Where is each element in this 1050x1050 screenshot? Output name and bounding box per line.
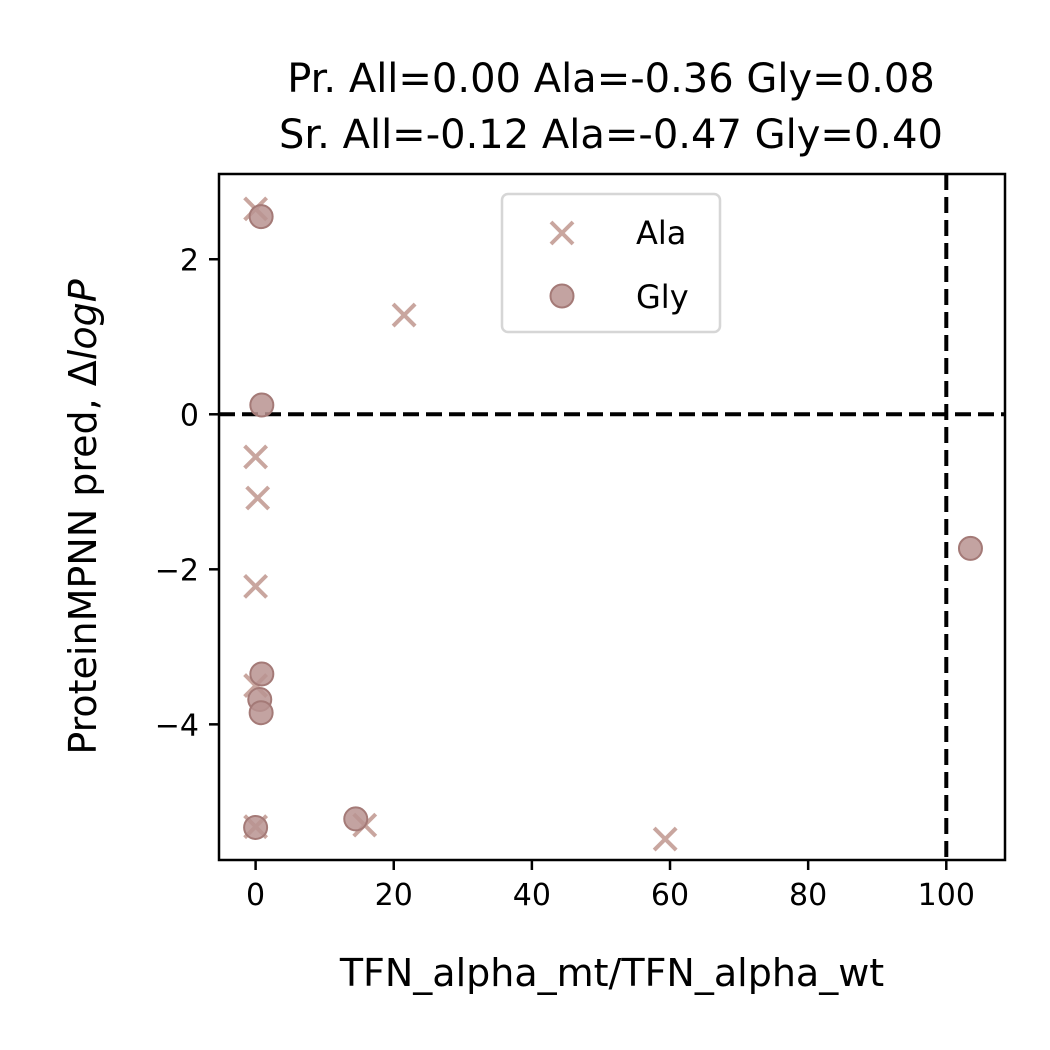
x-axis-label: TFN_alpha_mt/TFN_alpha_wt xyxy=(339,951,884,995)
legend-marker-ala xyxy=(549,220,575,246)
y-tick-label: −2 xyxy=(155,553,199,588)
point-ala xyxy=(245,485,271,511)
legend-label-ala: Ala xyxy=(636,214,686,252)
point-ala xyxy=(652,826,678,852)
x-axis-ticks: 0 20 40 60 80 100 xyxy=(246,860,975,913)
point-gly xyxy=(248,204,274,230)
legend: Ala Gly xyxy=(500,192,722,334)
point-ala xyxy=(391,302,417,328)
y-tick-label: −4 xyxy=(155,708,199,743)
y-axis-label-prefix: ProteinMPNN pred, Δ xyxy=(61,360,105,754)
y-tick-label: 0 xyxy=(180,398,199,433)
plot-area-frame xyxy=(217,172,1007,862)
legend-label-gly: Gly xyxy=(636,278,689,316)
point-gly xyxy=(249,661,275,687)
point-gly xyxy=(957,535,983,561)
x-tick-label: 80 xyxy=(789,878,827,913)
title-line-2: Sr. All=-0.12 Ala=-0.47 Gly=0.40 xyxy=(279,112,943,158)
point-gly xyxy=(248,700,274,726)
x-tick-label: 20 xyxy=(375,878,413,913)
point-gly xyxy=(249,392,275,418)
y-axis-label: ProteinMPNN pred, ΔlogP xyxy=(61,279,105,754)
x-tick-label: 100 xyxy=(918,878,975,913)
y-axis-ticks: 2 0 −2 −4 xyxy=(155,243,219,743)
x-tick-label: 0 xyxy=(246,878,265,913)
y-axis-label-italic: logP xyxy=(61,279,105,360)
title-line-1: Pr. All=0.00 Ala=-0.36 Gly=0.08 xyxy=(287,56,935,102)
point-ala xyxy=(243,444,269,470)
reference-lines xyxy=(219,174,1005,860)
legend-marker-gly xyxy=(549,283,575,309)
data-points xyxy=(243,196,983,852)
x-tick-label: 60 xyxy=(651,878,689,913)
point-gly xyxy=(243,814,269,840)
point-ala xyxy=(243,573,269,599)
y-tick-label: 2 xyxy=(180,243,199,278)
series-gly xyxy=(243,204,983,840)
point-gly xyxy=(343,806,369,832)
x-tick-label: 40 xyxy=(513,878,551,913)
